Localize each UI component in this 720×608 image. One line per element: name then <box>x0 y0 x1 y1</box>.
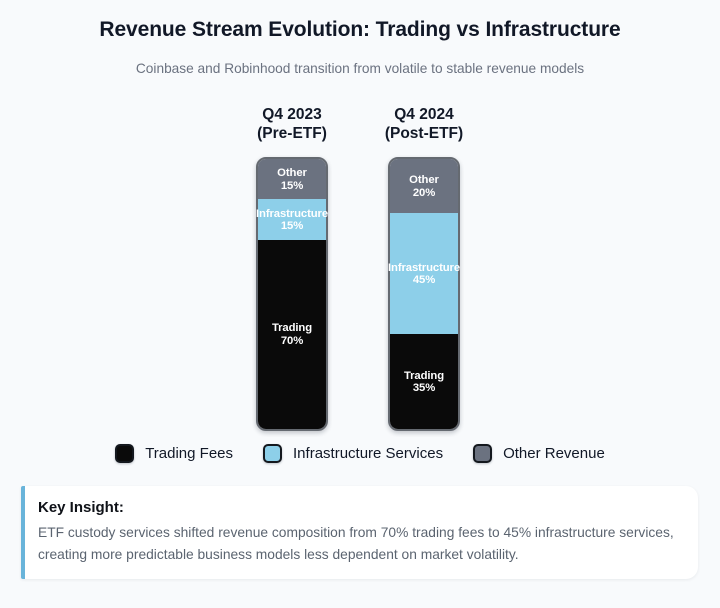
stacked-bar-chart: Q4 2023 (Pre-ETF) Other 15% Infrastructure 15… <box>0 105 718 431</box>
legend-label: Infrastructure Services <box>293 444 444 462</box>
key-insight-heading: Key Insight: <box>38 499 124 516</box>
legend-swatch <box>473 443 493 463</box>
bar-segment-infrastructure <box>258 199 326 240</box>
bar-segment-label-infrastructure: Infrastructure 15% <box>255 207 329 233</box>
chart-legend: Trading Fees Infrastructure Services Other… <box>0 443 720 463</box>
key-insight-line: ETF custody services shifted revenue com… <box>38 525 674 540</box>
page-title: Revenue Stream Evolution: Trading vs Inf… <box>99 18 621 41</box>
stacked-bar-labels: Other 20% Infrastructure 45% Trading 35% <box>387 159 461 429</box>
bar-segment-label-trading: Trading 70% <box>271 322 313 348</box>
bar-column: Q4 2023 (Pre-ETF) Other 15% Infrastructure 15… <box>232 105 352 431</box>
page-subtitle: Coinbase and Robinhood transition from v… <box>135 60 585 76</box>
legend-swatch <box>263 443 283 463</box>
bar-column: Q4 2024 (Post-ETF) Other 20% Infrastructure 4… <box>364 105 484 431</box>
bar-segment-label-trading: Trading 35% <box>403 369 445 395</box>
legend-swatch <box>115 443 135 463</box>
key-insight-text: ETF custody services shifted revenue com… <box>38 522 684 566</box>
bar-segment-infrastructure <box>390 212 458 334</box>
bar-segment-other <box>258 158 326 199</box>
stacked-bar: Other 20% Infrastructure 45% Trading 35% <box>387 156 461 431</box>
column-label: Q4 2024 (Post-ETF) <box>384 106 464 142</box>
stacked-bar-fill <box>258 158 326 429</box>
stacked-bar-labels: Other 15% Infrastructure 15% Trading 70% <box>255 159 329 429</box>
legend-label: Other Revenue <box>503 444 605 462</box>
legend-item: Other Revenue <box>473 443 605 463</box>
legend-item: Trading Fees <box>115 443 234 463</box>
stacked-bar: Other 15% Infrastructure 15% Trading 70% <box>255 156 329 431</box>
bar-segment-trading <box>258 239 326 429</box>
column-label: Q4 2023 (Pre-ETF) <box>257 106 327 142</box>
legend-label: Trading Fees <box>145 444 234 462</box>
stacked-bar-fill <box>390 158 458 429</box>
bar-segment-other <box>390 158 458 213</box>
key-insight-line: creating more predictable business model… <box>38 547 519 562</box>
key-insight-box: Key Insight: ETF custody services shifte… <box>21 486 698 579</box>
legend-item: Infrastructure Services <box>263 443 444 463</box>
bar-segment-trading <box>390 334 458 429</box>
bar-segment-label-other: Other 15% <box>277 167 307 192</box>
bar-segment-label-infrastructure: Infrastructure 45% <box>387 261 461 287</box>
bar-segment-label-other: Other 20% <box>409 174 439 199</box>
